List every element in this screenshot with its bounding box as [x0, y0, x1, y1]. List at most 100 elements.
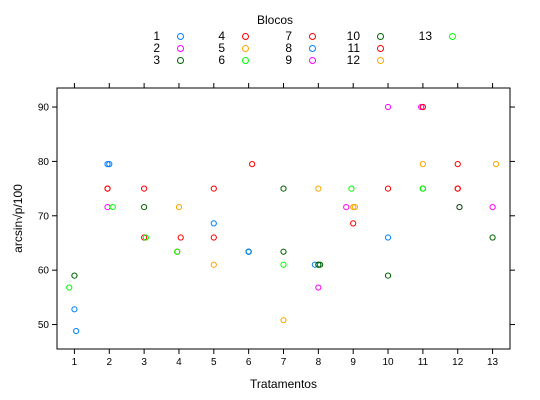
data-point-bloco-4	[384, 185, 392, 192]
data-point-bloco-3	[384, 272, 392, 279]
data-point-bloco-5	[315, 185, 322, 192]
data-point-bloco-3	[456, 203, 463, 211]
data-point-bloco-4	[141, 234, 148, 241]
data-point-bloco-6	[109, 203, 116, 211]
x-tick-label: 3	[141, 357, 147, 368]
legend-label: 11	[347, 41, 360, 55]
legend-entry-bloco-13: 13	[402, 30, 462, 43]
data-point-bloco-1	[384, 234, 392, 241]
x-tick-label: 4	[176, 357, 182, 368]
data-point-bloco-11	[454, 185, 461, 192]
legend-entry-bloco-5: 5	[195, 42, 255, 55]
y-tick-label: 70	[38, 211, 50, 222]
data-point-bloco-4	[210, 234, 217, 241]
data-point-bloco-7	[454, 161, 461, 168]
data-point-bloco-3	[141, 203, 148, 211]
data-point-bloco-4	[350, 220, 357, 227]
data-point-bloco-5	[280, 317, 287, 324]
data-point-bloco-2	[384, 103, 392, 111]
x-tick-label: 7	[281, 357, 287, 368]
data-point-bloco-5	[350, 203, 357, 211]
data-point-bloco-6	[348, 185, 355, 192]
legend-entry-bloco-12: 12	[330, 54, 390, 67]
legend-symbol-icon	[242, 45, 249, 52]
data-point-bloco-3	[280, 185, 287, 192]
data-point-bloco-8	[106, 161, 113, 168]
data-point-bloco-3	[280, 248, 287, 255]
x-tick-label: 9	[350, 357, 356, 368]
legend-label: 3	[153, 53, 160, 67]
data-point-bloco-5	[419, 161, 426, 168]
data-point-bloco-8	[311, 261, 318, 268]
legend-symbol-icon	[377, 57, 384, 64]
data-point-bloco-2	[315, 284, 322, 291]
data-point-bloco-7	[210, 185, 217, 192]
data-point-bloco-4	[249, 161, 256, 168]
legend-entry-bloco-8: 8	[262, 42, 322, 55]
data-point-bloco-2	[104, 203, 111, 211]
legend-title: Blocos	[256, 13, 294, 27]
data-point-bloco-6	[280, 261, 287, 268]
data-point-bloco-6	[142, 234, 149, 241]
data-point-bloco-2	[418, 103, 425, 111]
data-point-bloco-12	[351, 203, 359, 211]
legend-symbol-icon	[377, 33, 384, 40]
legend-entry-bloco-10: 10	[330, 30, 390, 43]
data-point-bloco-2	[489, 203, 496, 211]
legend-label: 8	[285, 41, 292, 55]
data-point-bloco-5	[175, 203, 183, 211]
legend-symbol-icon	[242, 33, 249, 40]
legend-symbol-icon	[377, 45, 384, 52]
legend-label: 9	[285, 53, 292, 67]
legend-entry-bloco-6: 6	[195, 54, 255, 67]
data-point-bloco-5	[492, 161, 500, 168]
legend-symbol-icon	[177, 45, 184, 52]
data-point-bloco-7	[177, 234, 184, 241]
legend-entry-bloco-9: 9	[262, 54, 322, 67]
legend-entry-bloco-2: 2	[130, 42, 190, 55]
data-point-bloco-1	[71, 306, 78, 313]
data-point-bloco-3	[71, 272, 78, 279]
legend-symbol-icon	[177, 33, 184, 40]
x-tick-label: 13	[487, 357, 499, 368]
legend-symbol-icon	[309, 57, 316, 64]
data-point-bloco-11	[419, 103, 426, 111]
y-tick-label: 90	[38, 103, 50, 114]
legend-label: 1	[153, 29, 160, 43]
x-tick-label: 12	[452, 357, 464, 368]
legend-label: 12	[346, 53, 360, 67]
data-point-bloco-1	[73, 327, 80, 335]
plot-frame	[56, 87, 511, 350]
legend-label: 7	[285, 29, 292, 43]
legend-entry-bloco-1: 1	[130, 30, 190, 43]
data-point-bloco-9	[343, 203, 350, 211]
legend-symbol-icon	[177, 57, 184, 64]
data-point-bloco-5	[210, 261, 217, 268]
y-tick-label: 50	[38, 320, 50, 331]
x-tick-label: 5	[211, 357, 217, 368]
x-tick-label: 11	[418, 357, 429, 368]
data-point-bloco-8	[245, 248, 252, 255]
legend-symbol-icon	[449, 33, 456, 40]
x-tick-label: 2	[106, 357, 112, 368]
x-tick-label: 8	[316, 357, 322, 368]
legend-label: 2	[153, 41, 160, 55]
x-tick-label: 10	[382, 357, 394, 368]
legend-symbol-icon	[309, 45, 316, 52]
data-point-bloco-7	[104, 185, 111, 192]
legend-label: 5	[218, 41, 225, 55]
legend-symbol-icon	[309, 33, 316, 40]
data-point-bloco-1	[210, 220, 217, 227]
y-tick-label: 60	[38, 266, 50, 277]
data-point-bloco-13	[419, 185, 426, 192]
y-axis-title: arcsin√p/100	[11, 184, 25, 253]
legend-entry-bloco-4: 4	[195, 30, 255, 43]
y-tick-label: 80	[38, 157, 50, 168]
x-tick-label: 1	[72, 357, 78, 368]
legend-label: 4	[218, 29, 225, 43]
legend-entry-bloco-7: 7	[262, 30, 322, 43]
legend-entry-bloco-3: 3	[130, 54, 190, 67]
data-point-bloco-6	[174, 248, 181, 255]
legend-entry-bloco-11: 11	[330, 42, 390, 55]
